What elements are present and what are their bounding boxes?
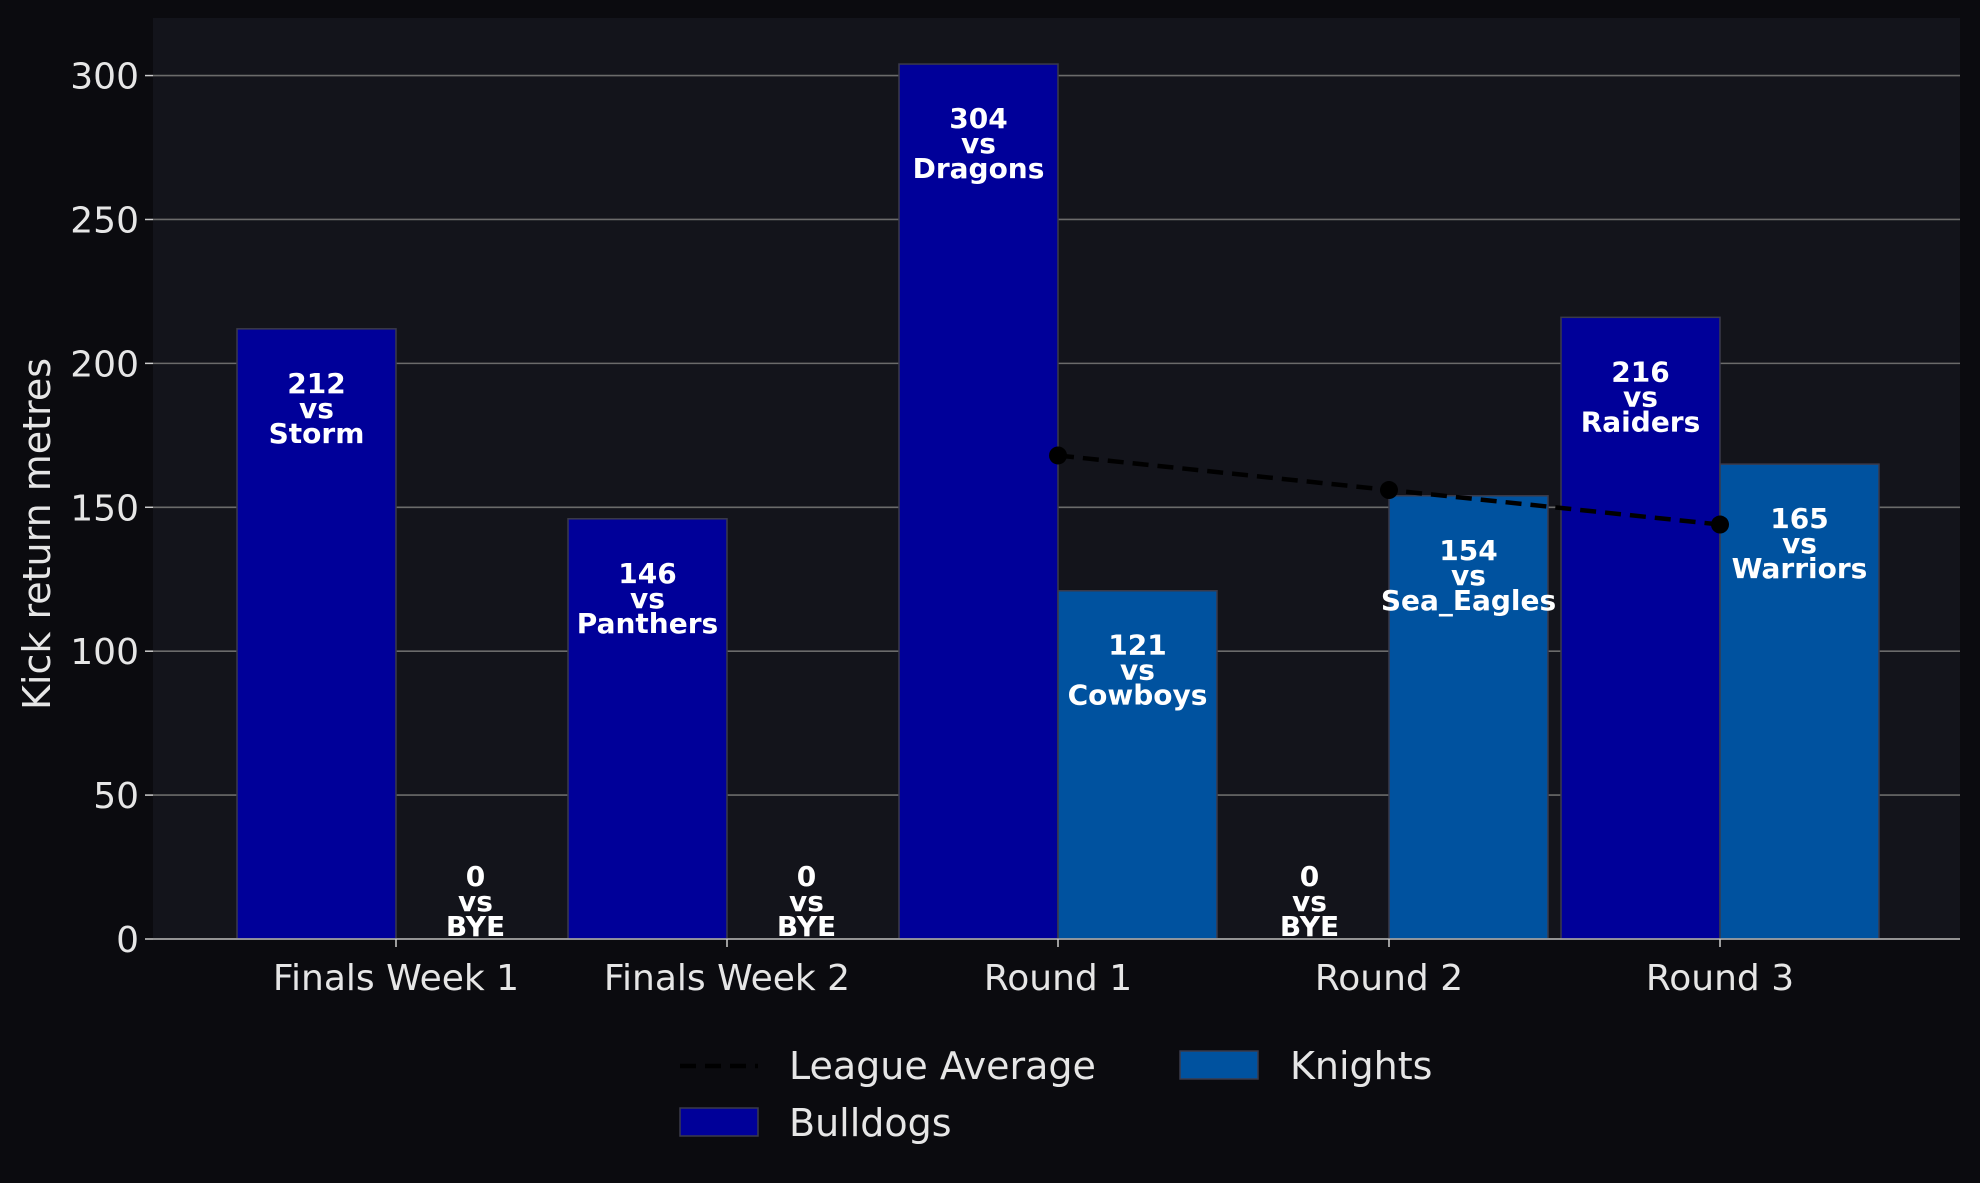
bars (236, 63, 1880, 940)
bar-value-label: 154 vs Sea_Eagles (1381, 534, 1556, 617)
bar-bulldogs (898, 63, 1059, 940)
legend-bar-swatch (679, 1107, 759, 1137)
bar-bulldogs (236, 328, 397, 940)
x-tick-label: Round 1 (984, 958, 1132, 999)
bar-value-label: 0 vs BYE (777, 860, 836, 943)
y-tick-label: 0 (116, 920, 139, 961)
bar-knights (1057, 589, 1218, 940)
bar-value-label: 216 vs Raiders (1581, 355, 1701, 438)
legend-label: League Average (789, 1044, 1096, 1088)
legend: League Average Bulldogs Knights (679, 1044, 1432, 1145)
bar-value-label: 212 vs Storm (269, 367, 365, 450)
bar-labels: 212 vs Storm 146 vs Panthers 304 vs Dragons 0 vs BY… (269, 102, 1868, 943)
bar-value-label: 304 vs Dragons (913, 102, 1045, 185)
legend-bar-swatch (1179, 1050, 1259, 1080)
league-average-point (1049, 446, 1067, 465)
bar-bulldogs (567, 518, 728, 940)
x-tick-label: Round 3 (1646, 958, 1794, 999)
bar-value-label: 165 vs Warriors (1732, 502, 1868, 585)
bar-value-label: 121 vs Cowboys (1068, 629, 1208, 712)
bar-value-label: 146 vs Panthers (577, 557, 718, 640)
axes: 0 50 100 150 200 250 300 Finals Week 1 Finals We… (70, 57, 1960, 999)
bar-knights (1719, 463, 1880, 940)
x-tick-label: Finals Week 2 (604, 958, 850, 999)
y-tick-label: 250 (70, 200, 139, 241)
y-tick-label: 50 (93, 776, 139, 817)
y-tick-label: 200 (70, 344, 139, 385)
y-axis-label: Kick return metres (15, 358, 59, 710)
y-tick-label: 150 (70, 488, 139, 529)
y-tick-label: 100 (70, 632, 139, 673)
league-average-point (1380, 481, 1398, 500)
legend-label: Knights (1290, 1044, 1432, 1088)
bar-value-label: 0 vs BYE (446, 860, 505, 943)
league-average-point (1711, 515, 1729, 534)
league-average-line (1049, 446, 1729, 534)
x-tick-label: Finals Week 1 (273, 958, 519, 999)
x-tick-label: Round 2 (1315, 958, 1463, 999)
y-tick-label: 300 (70, 57, 139, 98)
bar-bulldogs (1560, 316, 1721, 940)
legend-label: Bulldogs (789, 1101, 952, 1145)
bar-value-label: 0 vs BYE (1280, 860, 1339, 943)
